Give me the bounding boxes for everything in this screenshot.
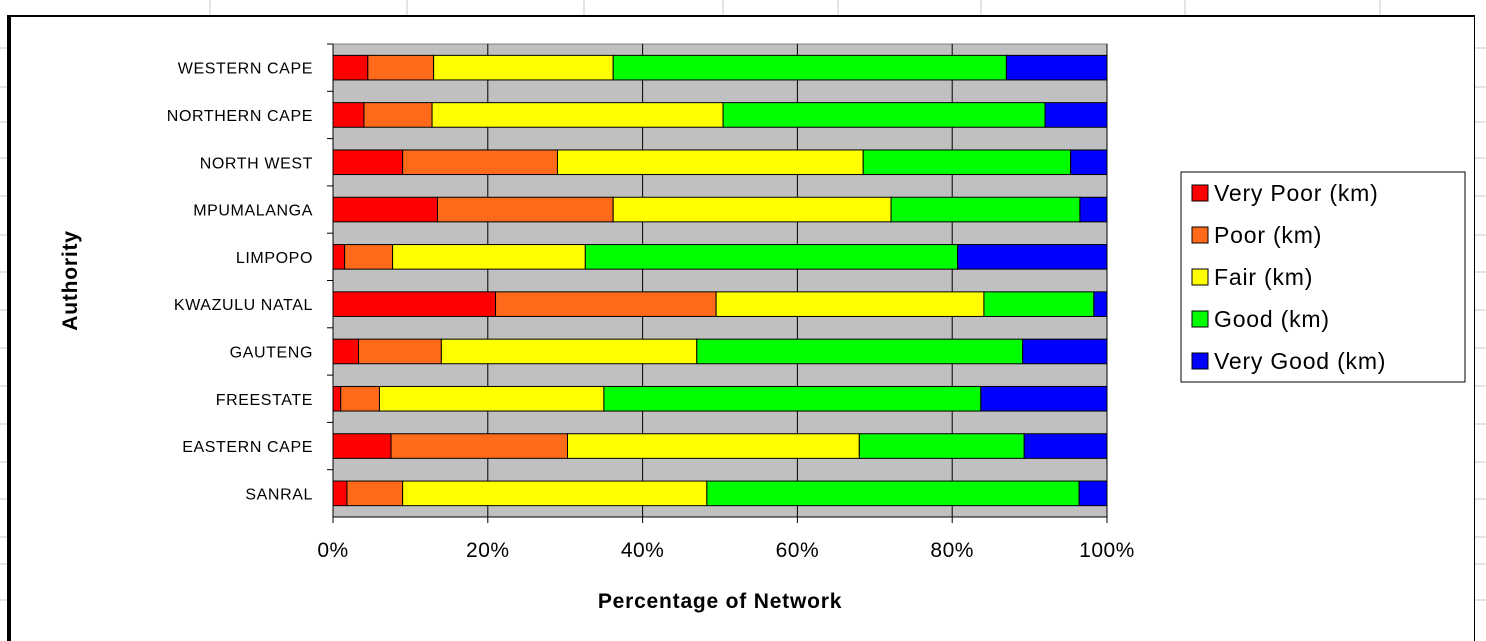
category-label: WESTERN CAPE [178,61,313,78]
category-label: FREESTATE [216,392,313,409]
category-label: KWAZULU NATAL [174,297,313,314]
bar-segment [696,338,1024,365]
x-tick-label: 40% [621,539,665,562]
legend-swatch [1191,352,1209,370]
legend-swatch [1191,226,1209,244]
x-tick-label: 20% [466,539,510,562]
bar-segment [612,54,1007,81]
bar-segment [1044,102,1108,128]
bar-segment [402,480,708,507]
bar-segment [584,244,959,270]
y-axis-title: Authority [59,230,82,331]
bar-segment [890,196,1081,223]
bar-segment [332,338,360,365]
bar-segment [567,433,860,459]
bar-segment [332,480,348,507]
category-labels: WESTERN CAPE NORTHERN CAPE NORTH WEST MPUMA… [167,61,313,504]
bar-segment [980,385,1108,412]
x-tick-label: 0% [317,539,348,562]
bar-segment [358,338,442,365]
bar-segment [440,338,698,365]
legend-box [1180,171,1466,383]
bar-segment [495,291,717,317]
legend[interactable]: Very Poor (km) Poor (km) Fair (km) Good (km… [1180,171,1466,383]
bar-segment [340,385,380,412]
x-axis-title: Percentage of Network [598,590,842,613]
legend-label: Fair (km) [1214,264,1313,290]
legend-label: Very Good (km) [1214,348,1386,374]
bar-segment [332,102,365,128]
category-label: EASTERN CAPE [182,439,313,456]
bar-segment [402,149,558,176]
bar-segment [1079,196,1108,223]
x-tick-label: 100% [1079,539,1135,562]
legend-swatch [1191,184,1209,202]
bar-segment [390,433,569,459]
bar-segment [436,196,614,223]
x-tick-labels: 0% 20% 40% 60% 80% 100% [317,539,1135,562]
bar-segment [706,480,1080,507]
bar-segment [1023,433,1108,459]
bar-segment [344,244,394,270]
legend-swatch [1191,310,1209,328]
legend-label: Poor (km) [1214,222,1322,248]
category-label: GAUTENG [230,344,313,361]
bar-segment [983,291,1095,317]
bar-segment [1022,338,1108,365]
bar-segment [332,385,342,412]
bar-segment [862,149,1072,176]
bar-segment [332,149,404,176]
bar-segment [378,385,605,412]
x-tick-label: 80% [930,539,974,562]
x-tick-label: 60% [776,539,820,562]
bar-segment [392,244,586,270]
bar-segment [367,54,435,81]
bar-segment [1093,291,1108,317]
category-label: MPUMALANGA [193,203,313,220]
bar-segment [722,102,1046,128]
bar-segment [332,433,392,459]
bar-segment [612,196,892,223]
bar-segment [603,385,982,412]
bar-segment [957,244,1108,270]
bar-segment [715,291,985,317]
category-label: LIMPOPO [236,250,313,267]
bar-segment [433,54,614,81]
bar-segment [346,480,404,507]
bar-segment [1005,54,1108,81]
bar-segment [332,196,438,223]
category-label: NORTHERN CAPE [167,108,313,125]
bar-segment [556,149,864,176]
category-label: NORTH WEST [200,155,313,172]
legend-swatch [1191,268,1209,286]
category-label: SANRAL [245,486,313,503]
bar-segment [332,291,497,317]
bar-segment [858,433,1025,459]
bar-segment [332,54,369,81]
bar-segment [363,102,433,128]
bar-segment [1070,149,1108,176]
bar-segment [332,244,346,270]
legend-label: Good (km) [1214,306,1330,332]
bar-group [327,43,1108,518]
bar-segment [1078,480,1108,507]
legend-label: Very Poor (km) [1214,180,1379,206]
bar-segment [431,102,724,128]
